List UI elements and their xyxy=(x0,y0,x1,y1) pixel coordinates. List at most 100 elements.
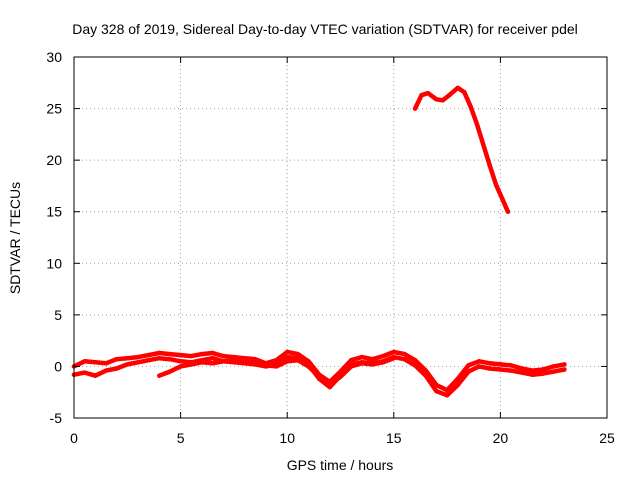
data-point xyxy=(359,361,364,366)
data-point xyxy=(199,360,205,365)
chart-title: Day 328 of 2019, Sidereal Day-to-day VTE… xyxy=(72,21,578,37)
data-point xyxy=(114,366,119,371)
data-point xyxy=(93,360,98,365)
data-point xyxy=(157,350,162,356)
data-point xyxy=(530,372,535,377)
data-point xyxy=(434,389,439,394)
data-point xyxy=(562,362,567,367)
data-point xyxy=(530,368,535,373)
data-point xyxy=(82,359,87,364)
data-point xyxy=(455,376,460,381)
tick-marks xyxy=(73,56,608,419)
data-point xyxy=(391,356,396,361)
data-point xyxy=(370,357,375,362)
data-point xyxy=(466,369,471,374)
data-point xyxy=(462,89,467,95)
data-point xyxy=(167,351,173,357)
data-point xyxy=(103,368,109,373)
data-point xyxy=(93,373,98,378)
data-point xyxy=(82,370,87,375)
data-point xyxy=(434,97,439,102)
data-point xyxy=(419,93,424,98)
data-point xyxy=(135,360,141,365)
data-point xyxy=(402,357,407,362)
data-point xyxy=(338,374,343,379)
data-point xyxy=(199,351,205,357)
data-point xyxy=(295,358,301,363)
data-point xyxy=(146,358,151,363)
data-point xyxy=(440,98,445,103)
data-point xyxy=(551,369,556,374)
data-point xyxy=(423,373,428,378)
data-point xyxy=(498,367,503,372)
data-point xyxy=(505,209,511,214)
data-point xyxy=(444,393,450,398)
data-point xyxy=(551,364,556,369)
x-tick-label: 15 xyxy=(386,430,402,446)
data-point xyxy=(317,374,322,379)
data-point xyxy=(178,359,183,364)
data-point xyxy=(498,362,503,367)
y-tick-label: -5 xyxy=(50,410,63,426)
x-tick-label: 5 xyxy=(177,430,185,446)
y-axis-label: SDTVAR / TECUs xyxy=(7,182,23,294)
x-axis-label: GPS time / hours xyxy=(287,457,394,473)
data-point xyxy=(412,363,418,368)
data-point xyxy=(540,371,546,376)
y-tick-label: 0 xyxy=(54,358,62,374)
gridlines xyxy=(74,57,607,418)
data-point xyxy=(210,361,215,366)
data-point xyxy=(242,359,247,364)
y-tick-label: 30 xyxy=(46,49,62,65)
data-series xyxy=(71,85,567,398)
data-point xyxy=(481,142,486,147)
data-point xyxy=(178,352,183,358)
data-point xyxy=(476,359,482,364)
data-point xyxy=(466,363,471,368)
data-point xyxy=(349,358,354,363)
data-point xyxy=(157,356,162,361)
data-point xyxy=(359,354,364,360)
data-point xyxy=(519,366,524,371)
data-point xyxy=(380,360,386,365)
data-point xyxy=(157,373,162,378)
data-point xyxy=(455,85,460,91)
data-point xyxy=(125,356,130,361)
y-tick-label: 10 xyxy=(46,255,62,271)
data-point xyxy=(146,352,151,358)
data-point xyxy=(221,353,226,359)
data-point xyxy=(285,359,290,364)
data-point xyxy=(487,163,492,168)
data-point xyxy=(178,364,183,369)
data-point xyxy=(562,367,567,372)
y-tick-label: 25 xyxy=(46,101,62,117)
data-point xyxy=(285,349,290,355)
data-point xyxy=(167,357,173,362)
data-point xyxy=(253,360,258,365)
series-line-arc-a xyxy=(71,349,567,393)
y-tick-label: 20 xyxy=(46,152,62,168)
data-point xyxy=(103,361,109,366)
data-point xyxy=(500,197,505,202)
data-point xyxy=(295,351,301,357)
data-point xyxy=(306,364,311,369)
data-point xyxy=(402,351,407,357)
data-point xyxy=(231,358,237,363)
data-point xyxy=(370,362,375,367)
data-point xyxy=(189,362,194,367)
data-point xyxy=(135,354,141,360)
y-tick-label: 5 xyxy=(54,307,62,323)
data-point xyxy=(508,368,514,373)
data-point xyxy=(285,354,290,360)
data-point xyxy=(425,90,431,96)
data-point xyxy=(487,366,492,371)
data-point xyxy=(487,361,492,366)
plot-frame xyxy=(73,56,608,419)
data-point xyxy=(114,357,119,362)
data-point xyxy=(349,364,354,369)
data-point xyxy=(274,364,279,369)
data-point xyxy=(210,356,215,361)
series-line-arc-d xyxy=(412,85,511,214)
tick-labels: 0 5 10 15 20 25 -5 0 5 10 15 20 25 30 xyxy=(46,49,615,446)
